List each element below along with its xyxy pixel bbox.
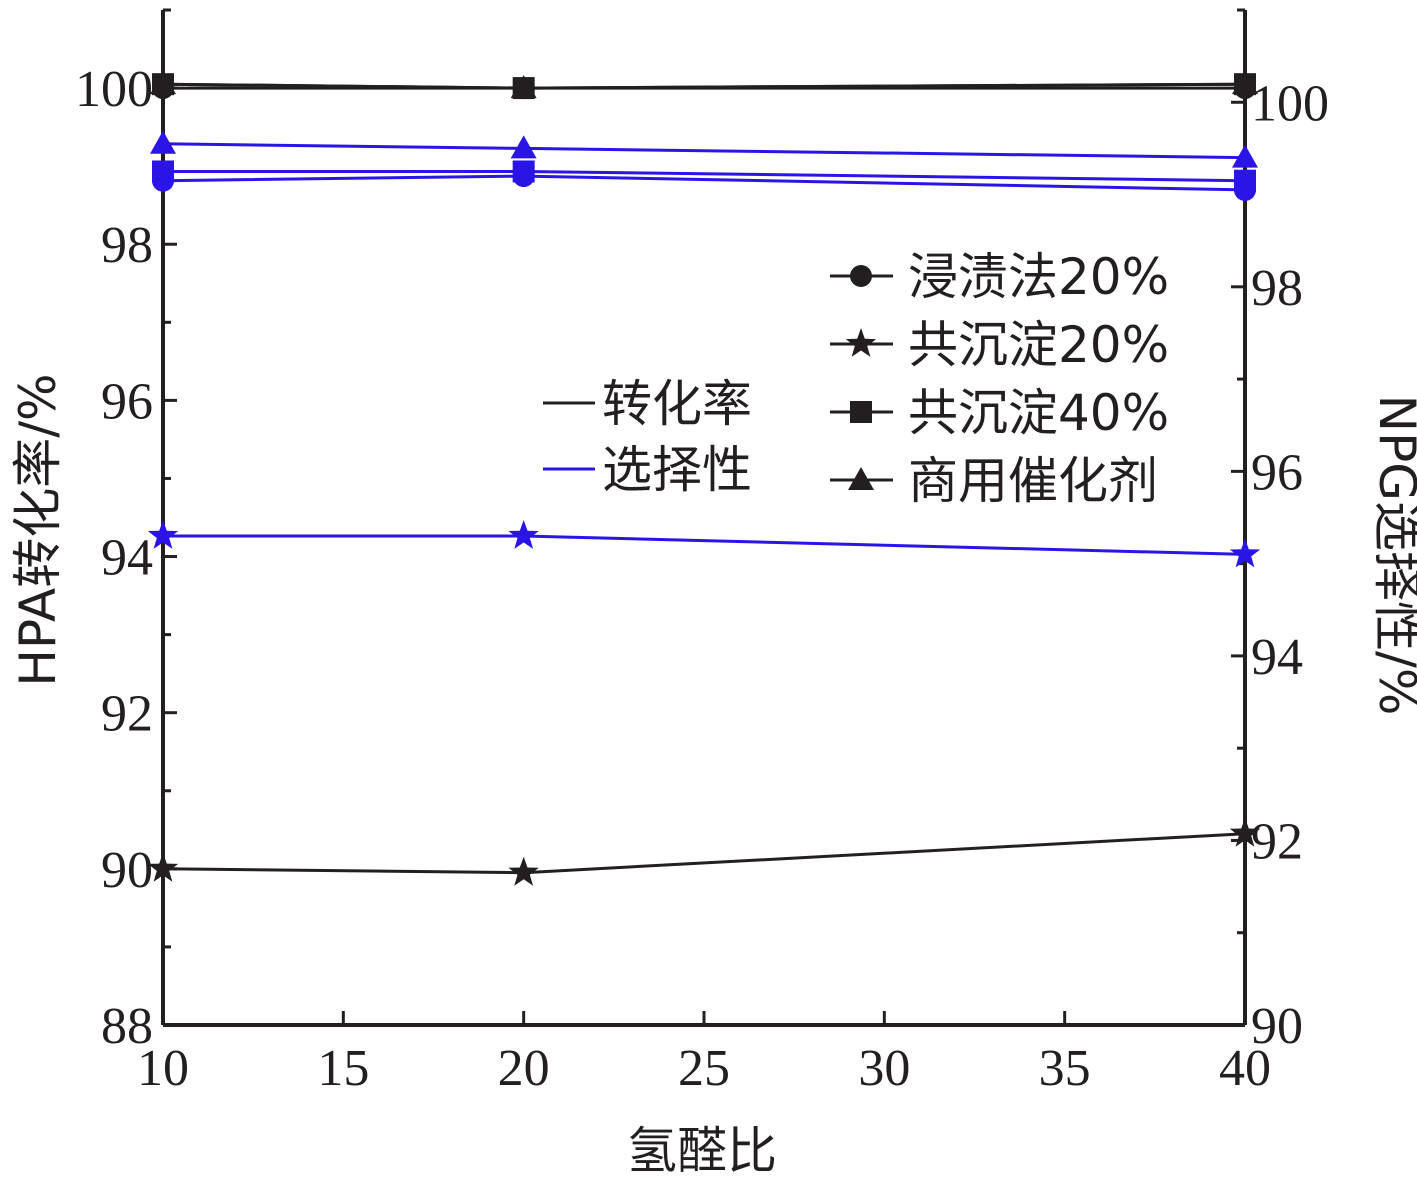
data-point: [1232, 71, 1258, 95]
legend-catalyst-label: 浸渍法20%: [908, 248, 1169, 306]
x-tick-label: 10: [137, 1040, 189, 1097]
data-point: [152, 160, 174, 183]
data-point: [510, 135, 537, 159]
y-right-tick-label: 100: [1251, 75, 1329, 132]
data-point: [1229, 538, 1261, 568]
y-left-tick-label: 94: [101, 530, 153, 587]
series-square-right: [152, 160, 1256, 192]
y-axis-right-title: NPG选择性/%: [1368, 395, 1417, 716]
y-right-tick-label: 90: [1251, 998, 1303, 1055]
data-point: [1232, 144, 1258, 168]
legend-metric-label: 选择性: [602, 441, 752, 499]
series-star-left: [147, 817, 1261, 886]
y-right-tick-label: 94: [1251, 629, 1303, 686]
x-tick-label: 30: [858, 1040, 910, 1097]
data-point: [1234, 169, 1256, 192]
y-left-tick-label: 90: [101, 842, 153, 899]
plot-area: [147, 71, 1261, 886]
data-point: [508, 856, 539, 886]
x-tick-label: 35: [1039, 1040, 1091, 1097]
data-point: [1229, 817, 1261, 847]
y-right-tick-label: 92: [1251, 813, 1303, 870]
y-left-tick-label: 100: [75, 61, 153, 118]
x-axis-title: 氢醛比: [627, 1122, 777, 1180]
data-point: [147, 852, 179, 882]
x-tick-label: 25: [678, 1040, 730, 1097]
legend-catalyst-marker: [845, 328, 877, 357]
series-triangle-left: [150, 71, 1258, 99]
series-star-right: [147, 520, 1261, 568]
legend-catalyst-label: 商用催化剂: [908, 452, 1158, 510]
y-left-tick-label: 98: [101, 217, 153, 274]
y-right-tick-label: 98: [1251, 260, 1303, 317]
data-point: [508, 520, 539, 549]
series-triangle-right: [150, 130, 1258, 168]
data-point: [150, 71, 176, 95]
y-left-tick-label: 96: [101, 373, 153, 430]
x-tick-label: 15: [317, 1040, 369, 1097]
series-line: [163, 534, 1246, 556]
series-line: [162, 142, 1246, 160]
legend-metric-label: 转化率: [602, 375, 752, 433]
y-left-tick-label: 92: [101, 686, 153, 743]
legend-catalyst-label: 共沉淀40%: [908, 384, 1169, 442]
legend-catalyst-label: 共沉淀20%: [908, 316, 1169, 374]
legend-catalyst-marker: [850, 265, 872, 287]
legend-catalyst-marker: [850, 401, 872, 423]
legend-catalyst-marker: [848, 467, 874, 490]
x-tick-label: 20: [498, 1040, 550, 1097]
data-point: [512, 160, 535, 183]
data-point: [150, 130, 176, 154]
series-line: [162, 832, 1246, 875]
axes: 10 15 20 25 30 35 40 88 90 92 94 96 98 100 90 92 94 96 98 1…: [75, 8, 1329, 1097]
data-point: [510, 75, 537, 99]
y-axis-left-title: HPA转化率/%: [9, 373, 67, 686]
y-right-tick-label: 96: [1251, 444, 1303, 501]
y-left-tick-label: 88: [101, 998, 153, 1055]
data-point: [147, 520, 179, 549]
x-tick-label: 40: [1219, 1040, 1271, 1097]
